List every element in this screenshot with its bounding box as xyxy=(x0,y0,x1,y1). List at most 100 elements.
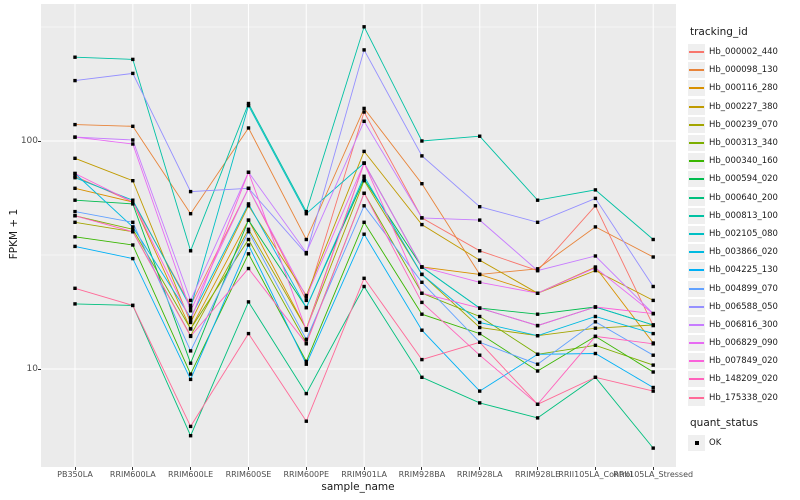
data-point xyxy=(246,230,251,234)
plot-canvas xyxy=(41,4,676,467)
data-point xyxy=(73,122,77,127)
data-point xyxy=(304,359,308,364)
legend-entry: Hb_006816_300 xyxy=(688,316,798,334)
x-tick-label: RRIM600SE xyxy=(225,470,272,479)
data-point xyxy=(246,237,251,242)
data-point xyxy=(304,295,308,299)
legend-key xyxy=(688,298,705,315)
legend-entry: Hb_004225_130 xyxy=(688,261,798,279)
data-point xyxy=(535,352,540,356)
data-point xyxy=(362,48,366,52)
data-point xyxy=(420,265,424,269)
data-point xyxy=(651,370,655,374)
data-point xyxy=(362,161,366,165)
data-point xyxy=(420,280,424,284)
x-tick-label: RRIM928LA xyxy=(456,470,503,479)
data-point xyxy=(478,340,482,344)
data-point xyxy=(535,416,540,420)
line-swatch-icon xyxy=(689,269,704,272)
legend-key xyxy=(688,189,705,206)
data-point xyxy=(246,266,251,271)
data-point xyxy=(304,305,308,310)
data-point xyxy=(651,331,655,336)
data-point xyxy=(246,300,251,304)
legend-label: Hb_003866_020 xyxy=(709,247,778,258)
data-point xyxy=(478,325,482,330)
data-point xyxy=(362,191,366,195)
x-tick-label: PB350LA xyxy=(57,470,93,479)
data-point xyxy=(188,361,193,365)
legend-label: Hb_004899_070 xyxy=(709,283,778,294)
data-point xyxy=(188,305,193,310)
data-point xyxy=(188,377,193,382)
legend-key xyxy=(688,371,705,388)
legend-label: Hb_148209_020 xyxy=(709,374,778,385)
data-point xyxy=(131,200,135,204)
data-point xyxy=(535,323,540,328)
data-point xyxy=(535,220,540,224)
line-swatch-icon xyxy=(689,123,704,126)
data-point xyxy=(478,249,482,253)
data-point xyxy=(535,402,540,406)
data-point xyxy=(478,331,482,336)
data-point xyxy=(362,110,366,114)
legend-entry: Hb_000640_200 xyxy=(688,189,798,207)
legend-label: Hb_006588_050 xyxy=(709,301,778,312)
data-point xyxy=(131,124,135,128)
data-point xyxy=(593,196,598,201)
data-point xyxy=(593,268,598,273)
data-point xyxy=(246,204,251,208)
data-point xyxy=(304,328,308,332)
data-point xyxy=(188,249,193,253)
legend-key xyxy=(688,135,705,152)
data-point xyxy=(420,328,424,332)
legend-entry: Hb_000594_020 xyxy=(688,170,798,188)
legend-label: Hb_000594_020 xyxy=(709,174,778,185)
data-point xyxy=(362,25,366,29)
legend-key xyxy=(688,80,705,97)
data-point xyxy=(73,220,77,224)
legend-label: Hb_000239_070 xyxy=(709,119,778,130)
data-point xyxy=(246,186,251,190)
data-point xyxy=(478,353,482,357)
data-point xyxy=(131,220,135,224)
data-point xyxy=(535,334,540,338)
legend-label: Hb_002105_080 xyxy=(709,228,778,239)
legend-key xyxy=(688,353,705,370)
legend-entry: Hb_148209_020 xyxy=(688,370,798,388)
legend-label: Hb_007849_020 xyxy=(709,356,778,367)
x-tick-label: RRIM600LA xyxy=(109,470,156,479)
data-point xyxy=(362,284,366,289)
x-tick-label: RRIM901LA xyxy=(341,470,387,479)
legend-entry: Hb_000098_130 xyxy=(688,61,798,79)
data-point xyxy=(304,342,308,346)
data-point xyxy=(73,176,77,180)
data-point xyxy=(131,230,135,234)
data-point xyxy=(362,106,366,111)
data-point xyxy=(651,284,655,289)
legend-label: Hb_000813_100 xyxy=(709,210,778,221)
quant-status-legend: quant_status OK xyxy=(688,417,798,452)
data-point xyxy=(73,209,77,214)
data-point xyxy=(73,302,77,306)
legend-key xyxy=(688,389,705,406)
legend-entry: Hb_000116_280 xyxy=(688,79,798,97)
line-swatch-icon xyxy=(689,214,704,217)
data-point xyxy=(188,298,193,303)
x-tick-label: RRIM928BA xyxy=(398,470,446,479)
data-point xyxy=(362,177,366,181)
data-point xyxy=(73,214,77,218)
x-tick-label: RRIM600LE xyxy=(168,470,214,479)
data-point xyxy=(593,334,598,339)
data-point xyxy=(246,202,251,206)
data-point xyxy=(73,171,77,176)
data-point xyxy=(188,320,193,325)
x-tick-mark xyxy=(421,467,423,470)
data-point xyxy=(246,252,251,256)
data-point xyxy=(73,135,77,139)
legend-entry: Hb_006829_090 xyxy=(688,334,798,352)
data-point xyxy=(651,323,655,327)
legend-entry: Hb_004899_070 xyxy=(688,279,798,297)
x-tick-label: RRII105LA_Stressed xyxy=(613,470,694,479)
data-point xyxy=(362,119,366,123)
